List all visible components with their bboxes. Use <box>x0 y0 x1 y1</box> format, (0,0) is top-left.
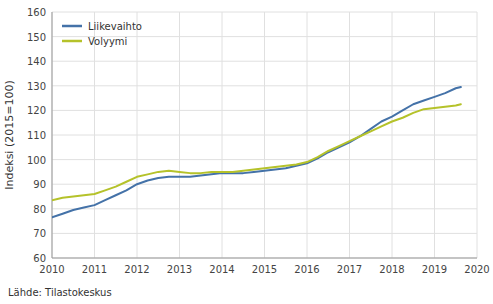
grid-line <box>434 12 435 258</box>
axes: 60 70 80 90 100 110 120 130 140 150 160 2010 2011 201… <box>27 7 490 275</box>
source-note: Lähde: Tilastokeskus <box>8 287 112 298</box>
y-tick-label: 60 <box>33 253 46 264</box>
grid-line <box>94 12 95 258</box>
grid-line <box>349 12 350 258</box>
grid-line <box>307 12 308 258</box>
y-tick-label: 150 <box>27 32 46 43</box>
legend-label: Volyymi <box>88 36 127 47</box>
series-line <box>52 104 461 200</box>
x-tick-label: 2017 <box>337 264 362 275</box>
y-tick-label: 130 <box>27 81 46 92</box>
grid <box>52 12 477 258</box>
y-axis-label: Indeksi (2015=100) <box>3 80 16 189</box>
x-tick-label: 2019 <box>422 264 447 275</box>
x-tick-label: 2018 <box>379 264 404 275</box>
y-tick-label: 160 <box>27 7 46 18</box>
grid-line <box>222 12 223 258</box>
grid-line <box>52 12 53 258</box>
y-tick-label: 140 <box>27 56 46 67</box>
grid-line <box>392 12 393 258</box>
x-tick-label: 2014 <box>209 264 234 275</box>
y-tick-label: 80 <box>33 204 46 215</box>
x-tick-label: 2011 <box>82 264 107 275</box>
y-tick-label: 100 <box>27 155 46 166</box>
chart: 60 70 80 90 100 110 120 130 140 150 160 2010 2011 201… <box>0 0 493 304</box>
grid-line <box>179 12 180 258</box>
y-tick-label: 90 <box>33 179 46 190</box>
y-tick-label: 110 <box>27 130 46 141</box>
legend-swatch <box>62 40 82 43</box>
grid-line <box>137 12 138 258</box>
x-axis-line <box>52 258 477 259</box>
grid-line <box>477 12 478 258</box>
x-tick-label: 2013 <box>167 264 192 275</box>
legend-swatch <box>62 25 82 28</box>
plot-area <box>52 87 461 217</box>
x-tick-label: 2020 <box>464 264 489 275</box>
x-tick-label: 2012 <box>124 264 149 275</box>
y-axis-line <box>52 12 53 258</box>
x-tick-label: 2010 <box>39 264 64 275</box>
x-tick-label: 2016 <box>294 264 319 275</box>
x-tick-label: 2015 <box>252 264 277 275</box>
legend: Liikevaihto Volyymi <box>62 21 142 47</box>
grid-line <box>52 258 477 259</box>
series-line <box>52 87 461 217</box>
grid-line <box>264 12 265 258</box>
legend-label: Liikevaihto <box>88 21 142 32</box>
y-tick-label: 120 <box>27 105 46 116</box>
y-tick-label: 70 <box>33 228 46 239</box>
